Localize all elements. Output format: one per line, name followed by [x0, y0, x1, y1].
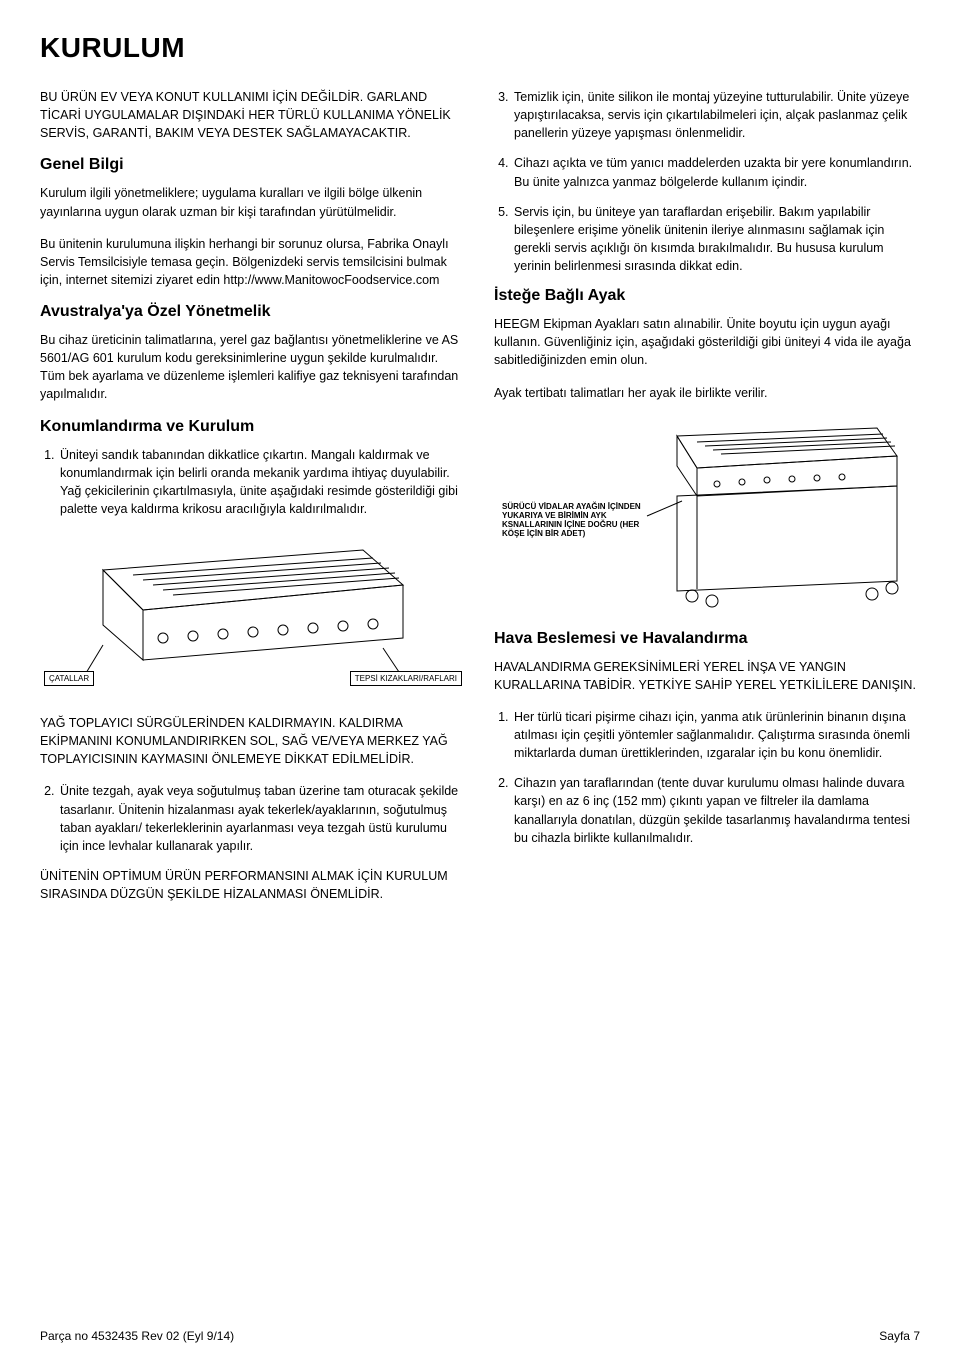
right-column: Temizlik için, ünite silikon ile montaj … [494, 88, 920, 917]
callout-tepsi: TEPSİ KIZAKLARI/RAFLARI [350, 671, 462, 686]
caps-warning-2: ÜNİTENİN OPTİMUM ÜRÜN PERFORMANSINI ALMA… [40, 867, 466, 903]
genel-p1: Kurulum ilgili yönetmeliklere; uygulama … [40, 184, 466, 220]
heading-istege-bagli-ayak: İsteğe Bağlı Ayak [494, 287, 920, 305]
left-column: BU ÜRÜN EV VEYA KONUT KULLANIMI İÇİN DEĞ… [40, 88, 466, 917]
konum-item-5: Servis için, bu üniteye yan taraflardan … [512, 203, 920, 276]
konum-list: Üniteyi sandık tabanından dikkatlice çık… [40, 446, 466, 519]
footer-page-no: Sayfa 7 [879, 1329, 920, 1343]
heading-avustralya: Avustralya'ya Özel Yönetmelik [40, 303, 466, 321]
konum-item-3: Temizlik için, ünite silikon ile montaj … [512, 88, 920, 142]
konum-list-continued: Temizlik için, ünite silikon ile montaj … [494, 88, 920, 275]
footer-part-no: Parça no 4532435 Rev 02 (Eyl 9/14) [40, 1329, 234, 1343]
content-columns: BU ÜRÜN EV VEYA KONUT KULLANIMI İÇİN DEĞ… [40, 88, 920, 917]
hava-caps: HAVALANDIRMA GEREKSİNİMLERİ YEREL İNŞA V… [494, 658, 920, 694]
figure-broiler-stand: SÜRÜCÜ VİDALAR AYAĞIN İÇİNDEN YUKARIYA V… [494, 416, 920, 616]
hava-item-1: Her türlü ticari pişirme cihazı için, ya… [512, 708, 920, 762]
page-footer: Parça no 4532435 Rev 02 (Eyl 9/14) Sayfa… [40, 1329, 920, 1343]
konum-list-2: Ünite tezgah, ayak veya soğutulmuş taban… [40, 782, 466, 855]
avus-p1: Bu cihaz üreticinin talimatlarına, yerel… [40, 331, 466, 404]
callout-surucu-vidalar: SÜRÜCÜ VİDALAR AYAĞIN İÇİNDEN YUKARIYA V… [502, 502, 642, 539]
istege-p1: HEEGM Ekipman Ayakları satın alınabilir.… [494, 315, 920, 369]
heading-genel-bilgi: Genel Bilgi [40, 156, 466, 174]
konum-item-4: Cihazı açıkta ve tüm yanıcı maddelerden … [512, 154, 920, 190]
heading-konumlandirma: Konumlandırma ve Kurulum [40, 418, 466, 436]
istege-p2: Ayak tertibatı talimatları her ayak ile … [494, 384, 920, 402]
konum-item-1: Üniteyi sandık tabanından dikkatlice çık… [58, 446, 466, 519]
genel-p2: Bu ünitenin kurulumuna ilişkin herhangi … [40, 235, 466, 289]
heading-hava-beslemesi: Hava Beslemesi ve Havalandırma [494, 630, 920, 648]
hava-list: Her türlü ticari pişirme cihazı için, ya… [494, 708, 920, 847]
intro-text: BU ÜRÜN EV VEYA KONUT KULLANIMI İÇİN DEĞ… [40, 88, 466, 142]
caps-warning-1: YAĞ TOPLAYICI SÜRGÜLERİNDEN KALDIRMAYIN.… [40, 714, 466, 768]
callout-catallar: ÇATALLAR [44, 671, 94, 686]
figure-broiler-countertop: ÇATALLAR TEPSİ KIZAKLARI/RAFLARI [40, 530, 466, 700]
konum-item-2: Ünite tezgah, ayak veya soğutulmuş taban… [58, 782, 466, 855]
hava-item-2: Cihazın yan taraflarından (tente duvar k… [512, 774, 920, 847]
page-title: KURULUM [40, 32, 920, 64]
